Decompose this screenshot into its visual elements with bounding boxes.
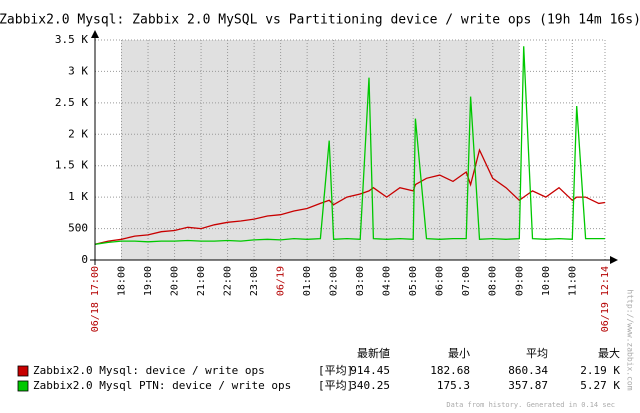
stats-value: 2.19 K [580, 364, 620, 377]
stats-value: 182.68 [430, 364, 470, 377]
x-tick-label: 04:00 [382, 266, 393, 296]
legend-swatch [17, 365, 29, 377]
x-axis-arrow [610, 256, 618, 264]
x-tick-label: 03:00 [355, 266, 366, 296]
x-tick-label: 21:00 [196, 266, 207, 296]
x-tick-label: 18:00 [117, 266, 128, 296]
y-tick-label: 1.5 K [55, 159, 88, 172]
series-line [94, 148, 606, 245]
x-tick-label: 07:00 [461, 266, 472, 296]
y-tick-label: 500 [68, 222, 88, 235]
x-tick-label: 19:00 [143, 266, 154, 296]
x-tick-label: 06/19 12:14 [600, 266, 611, 332]
footer: Data from history. Generated in 0.14 sec [446, 401, 615, 409]
y-tick-label: 2 K [68, 127, 88, 140]
x-tick-label: 09:00 [514, 266, 525, 296]
stats-function: [平均] [318, 364, 353, 377]
legend-label: Zabbix2.0 Mysql: device / write ops [33, 364, 265, 377]
stats-value: 5.27 K [580, 379, 620, 392]
stats-function: [平均] [318, 379, 353, 392]
x-tick-label: 06:00 [435, 266, 446, 296]
x-tick-label: 05:00 [408, 266, 419, 296]
legend-label: Zabbix2.0 Mysql PTN: device / write ops [33, 379, 291, 392]
x-tick-label: 06/19 [276, 266, 287, 296]
stats-header: 最小 [448, 347, 470, 360]
y-tick-label: 0 [81, 253, 88, 266]
x-tick-label: 01:00 [302, 266, 313, 296]
x-tick-label: 06/18 17:00 [90, 266, 101, 332]
stats-value: 860.34 [508, 364, 548, 377]
stats-value: 340.25 [350, 379, 390, 392]
shaded-period [121, 40, 519, 260]
y-tick-label: 1 K [68, 190, 88, 203]
series-line [94, 46, 605, 245]
watermark: http://www.zabbix.com [626, 289, 635, 390]
stats-header: 最大 [598, 346, 620, 360]
stats-value: 357.87 [508, 379, 548, 392]
y-axis-arrow [91, 30, 99, 38]
stats-header: 平均 [526, 347, 548, 360]
x-tick-label: 22:00 [223, 266, 234, 296]
x-tick-label: 11:00 [567, 266, 578, 296]
y-tick-label: 2.5 K [55, 96, 88, 109]
y-tick-label: 3.5 K [55, 33, 88, 46]
y-tick-label: 3 K [68, 64, 88, 77]
legend-swatch [17, 380, 29, 392]
x-tick-label: 20:00 [170, 266, 181, 296]
stats-header: 最新値 [357, 346, 390, 360]
x-tick-label: 23:00 [249, 266, 260, 296]
stats-value: 914.45 [350, 364, 390, 377]
stats-value: 175.3 [437, 379, 470, 392]
x-tick-label: 02:00 [329, 266, 340, 296]
x-tick-label: 10:00 [541, 266, 552, 296]
x-tick-label: 08:00 [488, 266, 499, 296]
chart-title: Zabbix2.0 Mysql: Zabbix 2.0 MySQL vs Par… [0, 13, 640, 28]
